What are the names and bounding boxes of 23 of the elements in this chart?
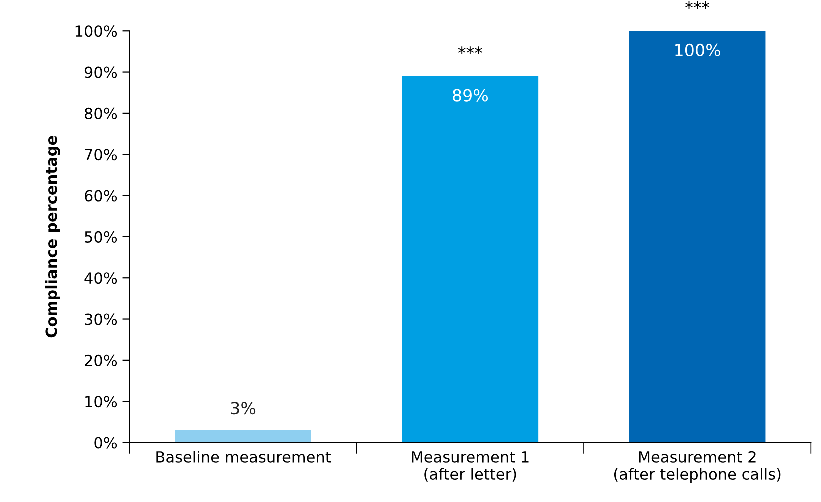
y-tick-label: 40% [84,272,118,284]
y-tick-label: 80% [84,108,118,120]
y-tick-label: 60% [85,190,118,202]
bar [175,430,312,443]
y-tick-label: 100% [76,26,118,38]
y-tick-label: 30% [85,314,118,326]
bar [629,31,766,443]
annotation: *** [686,1,710,9]
bar [402,76,539,443]
data-label: 100% [676,44,720,57]
y-tick-label: 0% [94,437,118,449]
y-tick-label: 10% [86,396,118,408]
y-axis-title: Compliance percentage [45,136,60,338]
data-label: 89% [453,89,488,102]
y-tick-label: 70% [85,149,118,161]
data-label: 3% [231,402,256,415]
x-tick-label: Measurement 2 (after telephone calls) [614,451,781,483]
y-tick-label: 50% [85,231,118,243]
x-tick-label: Measurement 1 (after letter) [412,452,529,482]
annotation: *** [458,46,482,54]
y-tick-label: 90% [84,66,118,78]
x-tick-label: Baseline measurement [156,451,332,463]
y-tick-label: 20% [85,354,118,366]
